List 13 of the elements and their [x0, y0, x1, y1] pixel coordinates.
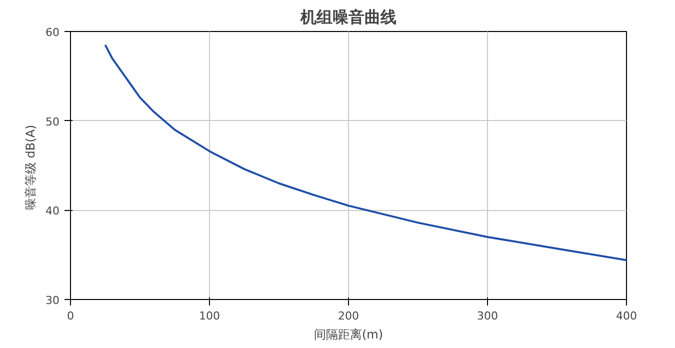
x-tick-label: 300 — [477, 310, 498, 322]
x-tick-label: 400 — [616, 310, 637, 322]
x-tick-label: 100 — [199, 310, 220, 322]
chart-title: 机组噪音曲线 — [300, 8, 396, 26]
y-tick-label: 50 — [46, 115, 60, 128]
y-tick-label: 40 — [46, 204, 60, 218]
x-axis-title: 间隔距离(m) — [314, 328, 384, 342]
line-series — [104, 44, 626, 262]
y-tick-label: 60 — [46, 26, 60, 39]
y-tick-label: 30 — [46, 294, 60, 307]
x-tick-label: 200 — [338, 310, 359, 322]
y-axis-title: 噪音等级 dB(A) — [24, 124, 38, 210]
x-tick-label: 0 — [67, 310, 74, 322]
